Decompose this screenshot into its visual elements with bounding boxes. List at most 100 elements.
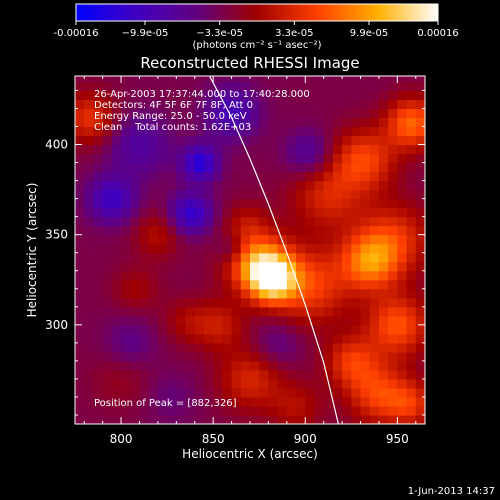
heatmap-cell xyxy=(185,117,196,128)
heatmap-cell xyxy=(286,252,297,263)
heatmap-cell xyxy=(286,270,297,281)
heatmap-cell xyxy=(351,180,362,191)
heatmap-cell xyxy=(194,387,205,398)
heatmap-cell xyxy=(231,333,242,344)
heatmap-cell xyxy=(139,126,150,137)
heatmap-cell xyxy=(351,405,362,416)
heatmap-cell xyxy=(323,369,334,380)
heatmap-cell xyxy=(167,162,177,173)
heatmap-cell xyxy=(167,135,177,146)
heatmap-cell xyxy=(139,171,150,182)
heatmap-cell xyxy=(102,279,113,290)
heatmap-cell xyxy=(286,108,297,119)
heatmap-cell xyxy=(213,162,223,173)
heatmap-cell xyxy=(185,396,196,407)
heatmap-cell xyxy=(157,378,168,389)
heatmap-cell xyxy=(406,360,417,371)
heatmap-cell xyxy=(102,261,113,272)
heatmap-cell xyxy=(250,369,260,380)
heatmap-cell xyxy=(250,297,260,308)
heatmap-cell xyxy=(185,243,196,254)
heatmap-cell xyxy=(240,198,251,209)
heatmap-cell xyxy=(231,369,242,380)
heatmap-cell xyxy=(342,76,352,83)
heatmap-cell xyxy=(259,315,270,326)
heatmap-cell xyxy=(305,189,316,200)
heatmap-cell xyxy=(121,207,131,218)
colorbar-gradient xyxy=(75,3,439,22)
heatmap-cell xyxy=(75,171,85,182)
heatmap-cell xyxy=(213,171,223,182)
heatmap-cell xyxy=(111,378,122,389)
heatmap-cell xyxy=(102,252,113,263)
heatmap-cell xyxy=(259,198,270,209)
heatmap-cell xyxy=(369,306,380,317)
x-tick-label: 850 xyxy=(202,432,225,446)
heatmap-cell xyxy=(148,387,159,398)
heatmap-cell xyxy=(185,171,196,182)
heatmap-cell xyxy=(111,306,122,317)
heatmap-cell xyxy=(388,108,398,119)
heatmap-cell xyxy=(378,171,389,182)
heatmap-cell xyxy=(415,324,425,335)
heatmap-cell xyxy=(139,180,150,191)
heatmap-cell xyxy=(259,216,270,227)
heatmap-cell xyxy=(121,189,131,200)
heatmap-cell xyxy=(121,117,131,128)
heatmap-cell xyxy=(84,180,95,191)
heatmap-cell xyxy=(268,360,279,371)
heatmap-cell xyxy=(332,378,343,389)
heatmap-cell xyxy=(203,144,214,155)
heatmap-cell xyxy=(406,351,417,362)
heatmap-cell xyxy=(397,243,408,254)
x-tick-label: 800 xyxy=(110,432,133,446)
heatmap-cell xyxy=(194,342,205,353)
heatmap-cell xyxy=(231,144,242,155)
heatmap-cell xyxy=(93,342,104,353)
heatmap-cell xyxy=(213,414,223,424)
heatmap-cell xyxy=(296,279,306,290)
colorbar-ticks: -0.00016 −9.9e-05 −3.3e-05 3.3e-05 9.9e-05 0.… xyxy=(54,21,459,39)
heatmap-cell xyxy=(342,171,352,182)
heatmap-cell xyxy=(84,252,95,263)
heatmap-cell xyxy=(305,270,316,281)
heatmap-cell xyxy=(296,162,306,173)
heatmap-cell xyxy=(314,153,325,164)
heatmap-cell xyxy=(231,279,242,290)
heatmap-cell xyxy=(194,351,205,362)
heatmap-cell xyxy=(93,135,104,146)
heatmap-cell xyxy=(167,405,177,416)
heatmap-cell xyxy=(406,189,417,200)
heatmap-cell xyxy=(277,162,288,173)
heatmap-cell xyxy=(296,405,306,416)
heatmap-cell xyxy=(167,207,177,218)
heatmap-cell xyxy=(222,153,233,164)
heatmap-cell xyxy=(203,153,214,164)
heatmap-cell xyxy=(157,405,168,416)
heatmap-cell xyxy=(378,243,389,254)
heatmap-cell xyxy=(305,180,316,191)
heatmap-cell xyxy=(93,243,104,254)
heatmap-cell xyxy=(194,225,205,236)
heatmap-cell xyxy=(305,351,316,362)
heatmap-cell xyxy=(93,324,104,335)
heatmap-cell xyxy=(296,261,306,272)
heatmap-cell xyxy=(351,333,362,344)
heatmap-cell xyxy=(360,306,371,317)
heatmap-cell xyxy=(213,225,223,236)
heatmap-cell xyxy=(93,351,104,362)
heatmap-cell xyxy=(332,216,343,227)
heatmap-cell xyxy=(342,333,352,344)
heatmap-cell xyxy=(203,405,214,416)
heatmap-cell xyxy=(351,225,362,236)
heatmap-cell xyxy=(397,135,408,146)
heatmap-cell xyxy=(240,243,251,254)
heatmap-cell xyxy=(332,189,343,200)
heatmap-cell xyxy=(415,387,425,398)
heatmap-cell xyxy=(351,360,362,371)
heatmap-cell xyxy=(176,144,187,155)
heatmap-cell xyxy=(314,315,325,326)
heatmap-cell xyxy=(296,189,306,200)
heatmap-cell xyxy=(369,369,380,380)
